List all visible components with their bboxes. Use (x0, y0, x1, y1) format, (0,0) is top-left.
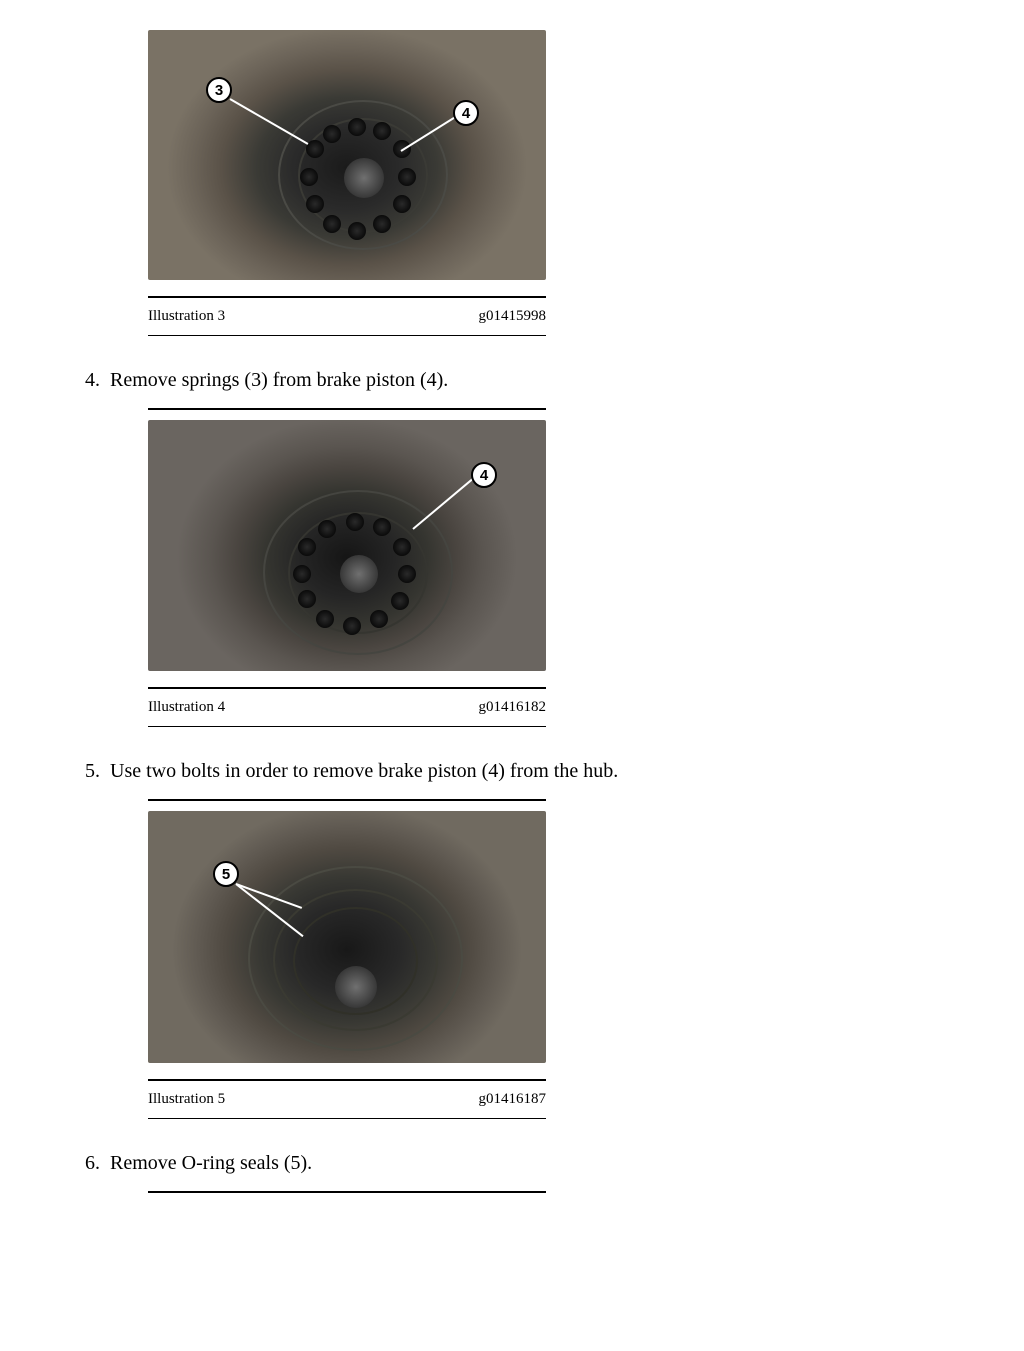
illustration-3-image: 3 4 (148, 30, 546, 280)
caption-row-3: Illustration 3 g01415998 (148, 308, 546, 325)
image-id: g01415998 (479, 308, 547, 325)
illustration-label: Illustration 3 (148, 308, 225, 325)
figure-block-end (148, 1191, 546, 1193)
callout-4: 4 (453, 100, 479, 126)
step-6: 6. Remove O-ring seals (5). (70, 1149, 954, 1177)
image-id: g01416187 (479, 1091, 547, 1108)
step-text: Remove springs (3) from brake piston (4)… (110, 366, 954, 394)
divider (148, 1079, 546, 1081)
illustration-4-image: 4 (148, 420, 546, 671)
divider (148, 799, 546, 801)
step-number: 4. (70, 366, 110, 394)
callout-3: 3 (206, 77, 232, 103)
callout-5: 5 (213, 861, 239, 887)
callout-4: 4 (471, 462, 497, 488)
figure-block-5: 5 Illustration 5 g01416187 (148, 799, 546, 1119)
figure-block-3: 3 4 Illustration 3 g01415998 (148, 30, 546, 336)
divider (148, 296, 546, 298)
figure-block-4: 4 Illustration 4 g01416182 (148, 408, 546, 727)
caption-row-4: Illustration 4 g01416182 (148, 699, 546, 716)
divider (148, 335, 546, 336)
step-number: 6. (70, 1149, 110, 1177)
step-4: 4. Remove springs (3) from brake piston … (70, 366, 954, 394)
illustration-label: Illustration 4 (148, 699, 225, 716)
illustration-label: Illustration 5 (148, 1091, 225, 1108)
step-text: Remove O-ring seals (5). (110, 1149, 954, 1177)
step-text: Use two bolts in order to remove brake p… (110, 757, 954, 785)
illustration-5-image: 5 (148, 811, 546, 1063)
divider (148, 726, 546, 727)
step-number: 5. (70, 757, 110, 785)
divider (148, 408, 546, 410)
divider (148, 687, 546, 689)
image-id: g01416182 (479, 699, 547, 716)
step-5: 5. Use two bolts in order to remove brak… (70, 757, 954, 785)
document-content: 3 4 Illustration 3 g01415998 4. Remove s… (70, 30, 954, 1193)
divider (148, 1191, 546, 1193)
caption-row-5: Illustration 5 g01416187 (148, 1091, 546, 1108)
divider (148, 1118, 546, 1119)
